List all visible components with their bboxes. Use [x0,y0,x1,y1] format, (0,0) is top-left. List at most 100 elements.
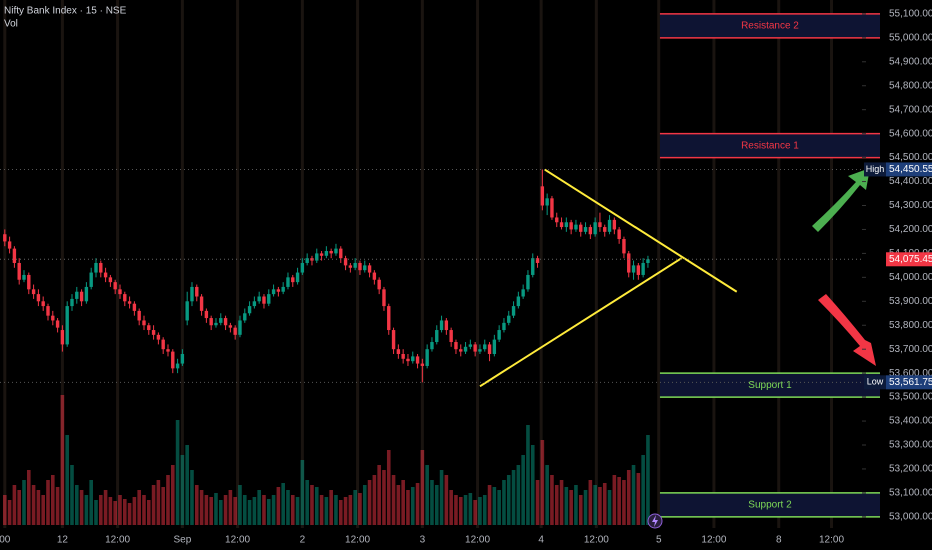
volume-bar [60,395,65,525]
volume-bar [36,490,41,525]
y-tick-label: 54,700.00 [889,104,932,115]
y-tick-label: 54,400.00 [889,176,932,187]
volume-bar [113,501,117,525]
price-name: Low [867,377,884,387]
volume-bar [602,483,607,525]
candle-body [468,344,473,347]
volume-bar [170,465,175,525]
candle-body [588,227,593,235]
volume-bar [458,497,463,525]
candle-body [511,306,516,316]
volume-bar [79,490,84,525]
volume-bar [156,480,161,525]
candle-body [363,265,367,271]
zone-label: Support 2 [748,500,792,511]
x-tick-label: 12:00 [345,535,370,546]
candle-body [305,258,309,263]
volume-bar [31,485,36,525]
y-tick-label: 53,700.00 [889,344,932,355]
volume-bar [521,455,525,525]
volume-bar [228,490,233,525]
volume-bar [607,490,612,525]
candle-body [123,294,127,302]
candle-body [367,265,372,273]
x-tick-label: 12:00 [105,535,130,546]
candle-body [516,296,521,307]
candle-body [171,351,175,369]
candle-body [214,322,218,326]
price-name-box [864,162,886,177]
candle-body [545,198,549,206]
candle-body [603,227,607,232]
down-arrow [818,294,876,366]
x-tick-label: 12:00 [225,535,250,546]
candle-body [329,251,333,254]
candle-body [175,363,180,369]
candle-body [430,342,434,350]
volume-bar [526,425,530,525]
candle-body [147,325,151,331]
candle-body [276,289,281,292]
volume-bar [166,475,170,525]
candle-body [94,262,98,273]
volume-bar [463,495,468,525]
candle-body [267,294,271,304]
candle-body [204,310,209,319]
volume-bar [108,497,113,525]
candle-body [180,353,185,364]
zone-label: Support 1 [748,380,792,391]
chart-title: Nifty Bank Index · 15 · NSE [4,6,127,17]
x-tick-label: 4 [538,535,544,546]
volume-bar [434,485,439,525]
y-tick-label: 54,000.00 [889,272,932,283]
candle-body [286,277,290,287]
candle-body [84,286,89,302]
y-tick-label: 54,900.00 [889,56,932,67]
x-tick-label: Sep [173,535,191,546]
volume-bar [209,497,213,525]
volume-bar [266,499,271,525]
volume-bar [343,497,348,525]
volume-bar [396,485,401,525]
candle-body [65,306,69,345]
candle-body [535,258,540,263]
volume-bar [314,487,319,525]
candle-body [46,306,50,316]
candle-body [473,344,477,352]
volume-bar [454,495,458,525]
volume-bar [7,500,12,525]
volume-bar [420,450,425,525]
volume-bar [574,485,578,525]
volume-bar [348,495,353,525]
volume-bar [430,480,434,525]
candle-body [219,318,223,323]
zone-fill [659,13,880,38]
volume-bar [338,500,343,525]
volume-bar [358,493,362,525]
price-value-box [886,162,932,177]
volume-bar [377,465,381,525]
candle-body [353,262,357,268]
candle-body [531,258,535,275]
volume-bar [593,485,597,525]
candle-body [540,186,545,206]
candle-body [391,330,396,350]
volume-bar [617,477,621,525]
candle-body [641,262,645,275]
price-value-label: 53,561.75 [889,377,932,388]
zone-label: Resistance 2 [741,21,799,32]
candle-body [334,248,338,254]
volume-bar [468,493,473,525]
candle-body [636,265,641,275]
candle-body [478,349,482,352]
volume-bar [478,497,482,525]
volume-bar [276,487,281,525]
candle-body [492,339,497,354]
volume-bar [70,465,74,525]
candle-body [439,320,444,331]
volume-bar [175,420,180,525]
volume-bar [118,495,122,525]
volume-bar [554,485,559,525]
volume-bar [310,485,314,525]
